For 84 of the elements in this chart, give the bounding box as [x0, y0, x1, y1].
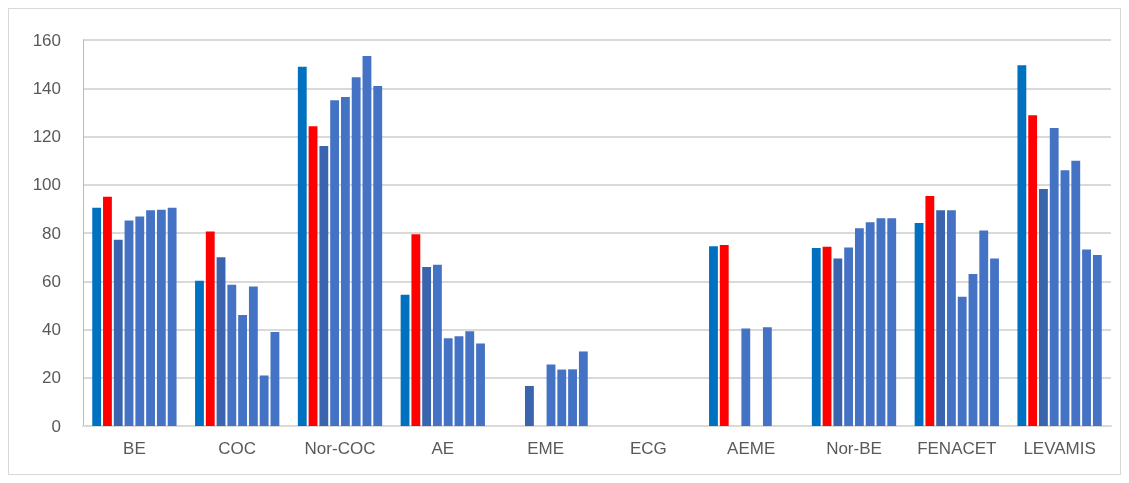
- bar: [195, 280, 204, 426]
- bar: [957, 296, 967, 426]
- bar: [762, 327, 772, 426]
- bar: [709, 246, 718, 426]
- x-tick-label: Nor-BE: [826, 439, 882, 458]
- bar: [113, 239, 123, 426]
- bar: [248, 286, 258, 426]
- bar: [103, 196, 112, 426]
- bar: [578, 351, 588, 426]
- bar: [525, 385, 534, 426]
- x-tick-label: COC: [218, 439, 257, 458]
- bar: [400, 294, 410, 426]
- bar: [270, 331, 280, 426]
- bar: [340, 96, 350, 426]
- bar: [167, 207, 177, 426]
- y-tick-label: 160: [32, 30, 61, 50]
- bar: [876, 218, 886, 426]
- bar: [822, 246, 832, 426]
- bar: [979, 230, 989, 426]
- bar: [1049, 128, 1059, 426]
- x-tick-label: LEVAMIS: [1023, 439, 1096, 458]
- bar: [373, 86, 383, 426]
- bar: [990, 258, 999, 426]
- bar: [914, 223, 924, 426]
- bar: [146, 210, 155, 426]
- bar: [844, 247, 854, 426]
- bar: [465, 331, 475, 426]
- bar: [92, 207, 102, 426]
- y-tick-label: 100: [32, 175, 61, 195]
- bar: [865, 222, 875, 426]
- x-tick-label: FENACET: [917, 439, 997, 458]
- y-tick-label: 20: [42, 368, 61, 388]
- bar: [546, 364, 556, 426]
- bar: [811, 247, 821, 426]
- bar: [946, 210, 956, 426]
- bar: [1092, 254, 1102, 426]
- bar: [1060, 170, 1070, 426]
- bar: [351, 77, 361, 426]
- x-tick-label: AEME: [727, 439, 776, 458]
- bar: [362, 55, 372, 426]
- bar: [308, 126, 318, 426]
- y-tick-label: 0: [51, 416, 61, 436]
- bar: [124, 220, 134, 426]
- bar: [925, 196, 935, 426]
- bar: [432, 264, 442, 426]
- bar: [557, 369, 567, 426]
- x-tick-label: Nor-COC: [304, 439, 376, 458]
- bar: [854, 228, 864, 426]
- y-tick-label: 140: [32, 78, 61, 98]
- bar: [1071, 160, 1081, 426]
- bar: [422, 267, 432, 426]
- bar: [568, 369, 577, 426]
- x-tick-label: BE: [123, 439, 146, 458]
- bar: [741, 328, 751, 426]
- x-tick-label: EME: [527, 439, 565, 458]
- bar: [216, 257, 226, 426]
- bar: [319, 145, 329, 426]
- bar: [259, 375, 269, 426]
- x-tick-label: AE: [431, 439, 455, 458]
- y-tick-label: 80: [42, 223, 61, 243]
- y-tick-label: 120: [32, 127, 61, 146]
- bar: [887, 218, 897, 426]
- bar: [454, 336, 464, 426]
- y-tick-label: 40: [42, 320, 61, 339]
- bar: [1017, 65, 1027, 426]
- bar: [238, 315, 248, 426]
- bar: [833, 258, 843, 426]
- bar: [297, 66, 307, 426]
- bar: [1028, 115, 1038, 426]
- bar: [330, 100, 340, 426]
- bar: [476, 343, 485, 426]
- bar: [443, 338, 453, 426]
- bar: [968, 274, 978, 426]
- x-tick-label: ECG: [629, 439, 667, 458]
- bar: [719, 245, 729, 426]
- bar: [1039, 189, 1048, 426]
- bar: [936, 210, 946, 426]
- bar: [411, 234, 421, 426]
- bar: [205, 231, 215, 426]
- bar: [156, 209, 166, 426]
- bar: [135, 216, 145, 426]
- bar: [227, 284, 237, 426]
- y-tick-label: 60: [42, 271, 61, 291]
- bar: [1082, 249, 1091, 426]
